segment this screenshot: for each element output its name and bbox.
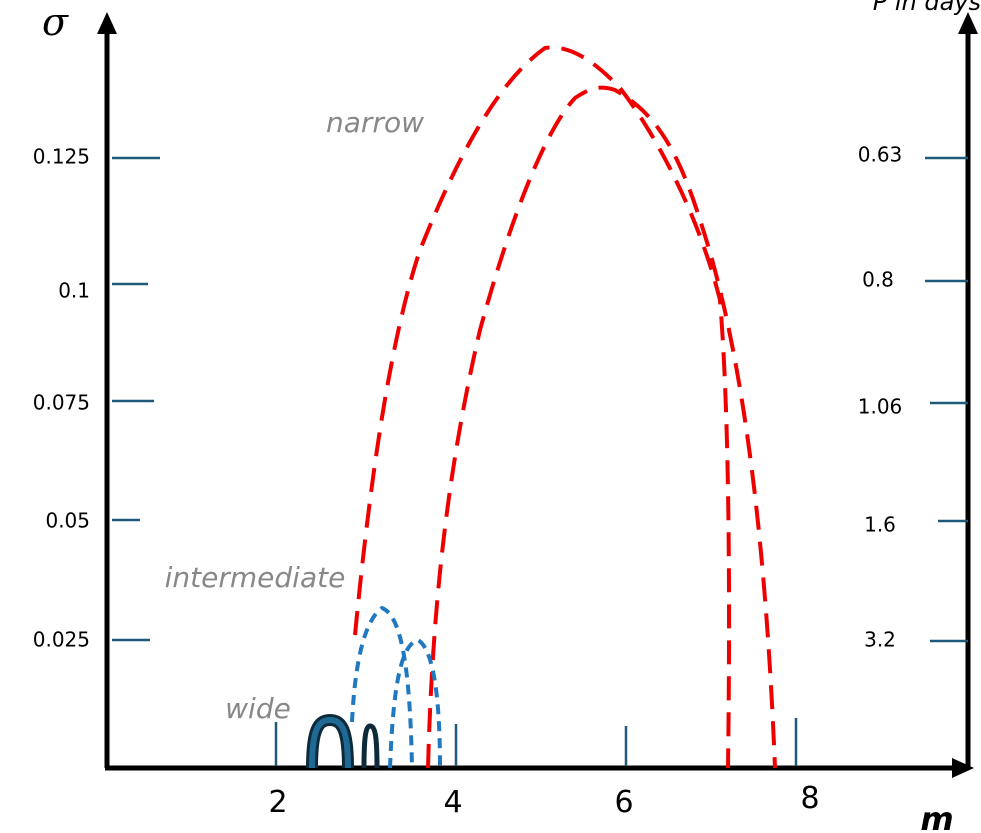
left-ticks: 0.125 0.1 0.075 0.05 0.025 — [33, 145, 160, 652]
curve — [350, 605, 414, 769]
axes — [97, 12, 978, 778]
region-label: intermediate — [165, 561, 346, 594]
tick-label: 0.63 — [858, 143, 903, 167]
right-arrow — [958, 12, 978, 34]
x-arrow — [952, 758, 974, 778]
curve — [361, 723, 380, 769]
tick-label: 0.1 — [58, 279, 90, 303]
tick-label: 0.8 — [862, 268, 894, 292]
intermediate-curves — [350, 605, 442, 769]
curve — [353, 45, 732, 769]
left-arrow — [97, 12, 117, 34]
region-label: wide — [225, 692, 291, 725]
narrow-curves — [353, 45, 777, 769]
tick-label: 1.6 — [864, 513, 896, 537]
wide-curves — [306, 713, 380, 769]
tick-label: 0.125 — [33, 145, 90, 169]
region-label: narrow — [326, 106, 424, 139]
x-ticks: 2 4 6 8 — [268, 718, 820, 820]
y2-axis-label: P in days — [873, 0, 981, 16]
tick-label: 6 — [614, 785, 633, 820]
x-axis-label: m — [920, 800, 953, 833]
tick-label: 8 — [800, 781, 819, 816]
curve — [388, 637, 442, 769]
y-axis-label: σ — [42, 0, 69, 44]
curve — [309, 716, 351, 769]
tick-label: 4 — [443, 785, 462, 820]
right-ticks: 0.63 0.8 1.06 1.6 3.2 — [858, 143, 968, 652]
tick-label: 0.025 — [33, 628, 90, 652]
tick-label: 3.2 — [864, 628, 896, 652]
tick-label: 0.075 — [33, 391, 90, 415]
curve — [426, 85, 777, 769]
tick-label: 2 — [268, 785, 287, 820]
tick-label: 0.05 — [45, 509, 90, 533]
tick-label: 1.06 — [858, 395, 903, 419]
